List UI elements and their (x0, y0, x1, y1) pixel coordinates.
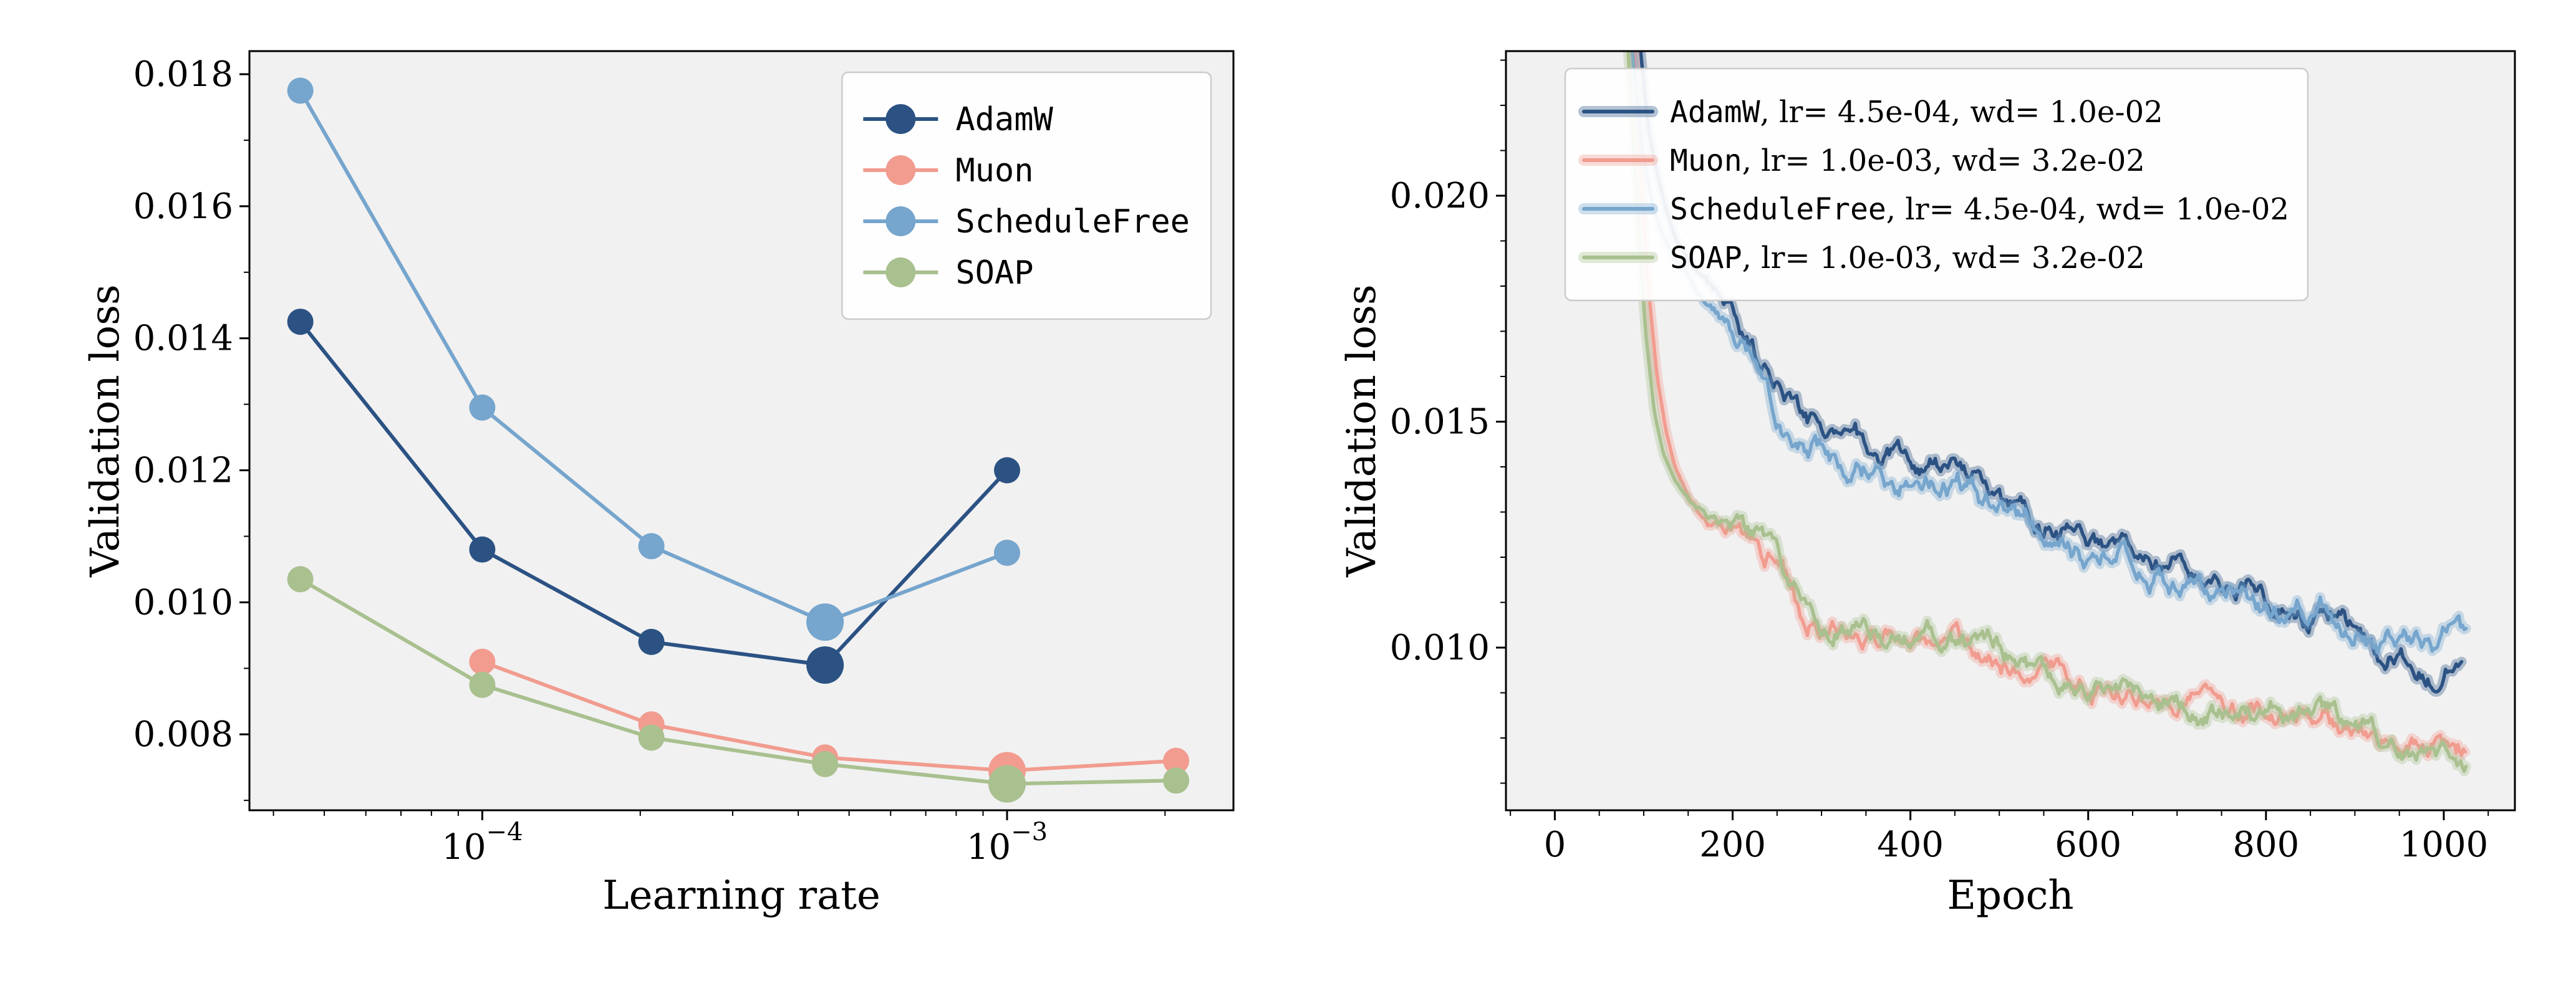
series-adamw (1635, 51, 2467, 697)
legend: AdamW Muon ScheduleFree SOAP (841, 71, 1212, 320)
y-tick-label: 0.020 (1390, 176, 1490, 216)
series-schedulefree (287, 77, 1020, 641)
training-curves-svg: 0 200 400 600 800 1000 0.010 0.015 0.020 Epoch Val… (1339, 50, 2516, 919)
data-point-adamw (638, 628, 665, 655)
series-line (1626, 51, 2468, 774)
series-soap (287, 566, 1190, 803)
x-tick-label: 400 (1877, 825, 1944, 865)
axes-spines (1505, 50, 2516, 812)
x-axis: 0 200 400 600 800 1000 (1510, 810, 2489, 865)
lr-sweep-chart: 10−4 10−3 0.008 0.010 0.012 0.014 0.016 0.018 Le… (82, 50, 1235, 919)
x-tick-label: 10−3 (967, 818, 1048, 868)
axes-spines (248, 50, 1235, 812)
data-point-soap (988, 765, 1026, 803)
legend-label-muon: Muon, lr= 1.0e-03, wd= 3.2e-02 (1670, 143, 2145, 178)
y-tick-label: 0.014 (133, 318, 233, 359)
data-point-schedulefree (287, 77, 314, 104)
y-tick-label: 0.010 (133, 582, 233, 623)
training-curves-chart: 0 200 400 600 800 1000 0.010 0.015 0.020 Epoch Val… (1288, 0, 2576, 1001)
x-axis-label: Learning rate (602, 873, 880, 919)
data-point-soap (812, 750, 839, 777)
legend-label-schedulefree: ScheduleFree, lr= 4.5e-04, wd= 1.0e-02 (1670, 192, 2289, 227)
data-point-soap (1163, 767, 1190, 794)
legend-label-adamw: AdamW, lr= 4.5e-04, wd= 1.0e-02 (1670, 95, 2163, 130)
y-tick-label: 0.008 (133, 714, 233, 755)
legend-label-schedulefree: ScheduleFree (955, 203, 1190, 241)
data-point-adamw (994, 457, 1020, 484)
y-tick-label: 0.010 (1390, 628, 1490, 668)
x-tick-label: 10−4 (441, 818, 523, 868)
legend-box (1564, 67, 2309, 302)
x-tick-label: 800 (2232, 825, 2299, 865)
data-point-muon (1163, 747, 1190, 774)
legend: AdamW, lr= 4.5e-04, wd= 1.0e-02 Muon, lr=… (1564, 67, 2309, 302)
x-axis-label: Epoch (1947, 873, 2073, 919)
data-point-soap (469, 671, 496, 698)
series-line (1630, 51, 2468, 654)
series-schedulefree (1627, 51, 2471, 658)
x-tick-label: 1000 (2400, 825, 2489, 865)
x-axis: 10−4 10−3 (273, 810, 1166, 868)
data-point-soap (287, 566, 314, 593)
y-axis: 0.008 0.010 0.012 0.014 0.016 0.018 (133, 54, 249, 802)
series-line (299, 577, 1177, 786)
y-tick-label: 0.018 (133, 54, 233, 95)
data-point-adamw (287, 309, 314, 335)
series-line (1639, 51, 2464, 694)
data-point-schedulefree (638, 533, 665, 560)
y-axis-label: Validation loss (1339, 284, 1385, 578)
series-soap (1623, 51, 2471, 777)
data-point-soap (638, 724, 665, 751)
y-tick-label: 0.016 (133, 186, 233, 227)
legend-label-muon: Muon (955, 152, 1033, 189)
data-point-muon (469, 648, 496, 675)
data-point-schedulefree (806, 603, 844, 641)
data-point-schedulefree (994, 539, 1020, 566)
legend-box (841, 71, 1212, 320)
legend-label-soap: SOAP (955, 254, 1033, 292)
y-tick-label: 0.012 (133, 451, 233, 491)
legend-label-adamw: AdamW (955, 101, 1053, 138)
y-tick-label: 0.015 (1390, 402, 1490, 443)
x-tick-label: 600 (2055, 825, 2121, 865)
legend-label-soap: SOAP, lr= 1.0e-03, wd= 3.2e-02 (1670, 241, 2145, 275)
data-point-schedulefree (469, 394, 496, 421)
x-tick-label: 0 (1544, 825, 1566, 865)
data-point-adamw (469, 536, 496, 563)
y-axis: 0.010 0.015 0.020 (1390, 59, 1506, 784)
y-axis-label: Validation loss (82, 284, 128, 578)
x-tick-label: 200 (1699, 825, 1766, 865)
lr-sweep-svg: 10−4 10−3 0.008 0.010 0.012 0.014 0.016 0.018 Le… (82, 50, 1235, 919)
data-point-adamw (806, 646, 844, 684)
